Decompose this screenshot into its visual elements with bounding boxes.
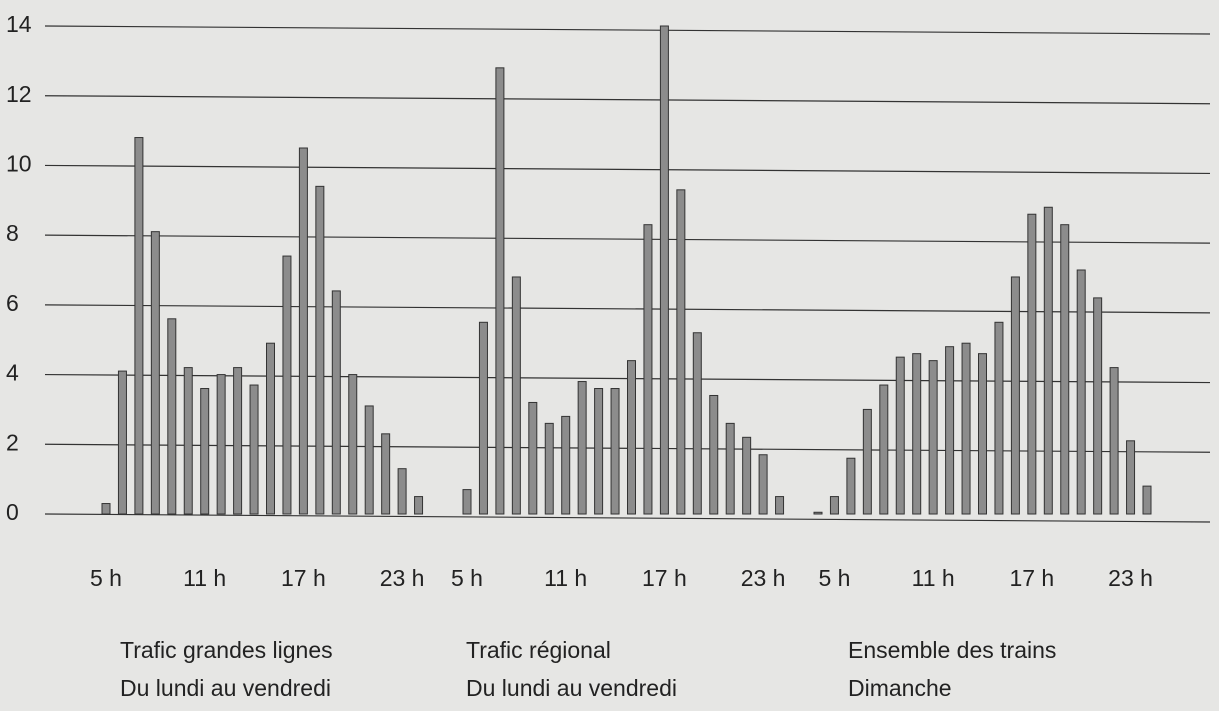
caption: Ensemble des trains [848, 637, 1056, 663]
bar [150, 231, 160, 515]
grid-line [44, 164, 1211, 175]
bar [758, 454, 768, 515]
caption: Du lundi au vendredi [466, 675, 677, 701]
bar [829, 496, 839, 515]
x-tick-label: 11 h [912, 565, 955, 591]
bar [117, 370, 127, 515]
x-tick-label: 17 h [1009, 565, 1054, 591]
bar [249, 384, 259, 515]
x-tick-label: 11 h [544, 565, 587, 591]
bar [216, 374, 226, 515]
caption: Trafic grandes lignes [120, 637, 333, 663]
bar [692, 332, 702, 515]
bar [846, 457, 856, 515]
y-tick-label: 6 [6, 290, 19, 316]
caption: Dimanche [848, 675, 952, 701]
bar [912, 353, 922, 515]
bar [945, 346, 955, 515]
bar [544, 422, 554, 515]
caption: Du lundi au vendredi [120, 675, 331, 701]
bar [1076, 269, 1086, 515]
y-tick-label: 12 [6, 81, 32, 107]
y-tick-label: 8 [6, 220, 19, 246]
y-tick-label: 2 [6, 429, 19, 455]
bar [331, 290, 341, 515]
bar [282, 255, 292, 515]
bar [1043, 206, 1053, 515]
bar [813, 511, 823, 515]
caption: Trafic régional [466, 637, 611, 663]
bar [233, 367, 243, 515]
bar [978, 353, 987, 515]
bar [1126, 440, 1136, 515]
bar [167, 318, 177, 515]
bar [1010, 276, 1020, 515]
bar [610, 388, 620, 515]
bar [561, 415, 571, 515]
x-tick-label: 23 h [380, 565, 425, 591]
bar [594, 388, 604, 515]
bar [134, 137, 144, 515]
bar [381, 433, 391, 515]
y-tick-label: 4 [6, 360, 19, 386]
bar [627, 360, 636, 515]
bar [183, 367, 193, 515]
x-tick-label: 23 h [741, 565, 786, 591]
bar [643, 224, 653, 515]
bar [266, 342, 275, 515]
bar [348, 374, 358, 515]
y-tick-label: 0 [6, 499, 19, 525]
bar [315, 185, 325, 515]
grid-line [44, 95, 1211, 105]
bar [462, 489, 472, 515]
bar [709, 394, 719, 515]
y-tick-label: 14 [6, 11, 32, 37]
bar [495, 67, 505, 515]
x-tick-label: 5 h [451, 565, 483, 591]
bar [961, 342, 971, 515]
bar [928, 360, 938, 515]
bar [1093, 297, 1103, 515]
x-tick-label: 5 h [90, 565, 122, 591]
bar [742, 436, 752, 515]
bar [879, 384, 889, 515]
x-tick-label: 17 h [281, 565, 326, 591]
bar [994, 321, 1004, 515]
bar [775, 496, 785, 515]
grid-line [44, 25, 1211, 35]
bar [511, 276, 521, 515]
bar [298, 147, 308, 515]
bar [659, 25, 669, 515]
bar [725, 422, 735, 515]
bar [528, 401, 538, 515]
bar [862, 408, 872, 515]
x-tick-label: 5 h [818, 565, 850, 591]
bar [676, 189, 686, 515]
bar [1060, 224, 1070, 515]
grid-line [44, 513, 1211, 523]
grid-line [44, 234, 1211, 244]
bar [577, 381, 587, 515]
bar [414, 496, 424, 515]
x-tick-label: 23 h [1108, 565, 1153, 591]
x-tick-label: 17 h [642, 565, 687, 591]
bar [895, 356, 905, 515]
bar [1027, 213, 1037, 515]
bar [1109, 367, 1119, 515]
bar [478, 321, 488, 515]
bar [397, 468, 407, 515]
bar [1142, 485, 1152, 515]
y-tick-label: 10 [6, 151, 32, 177]
bar [101, 503, 111, 515]
bar [364, 405, 374, 515]
x-tick-label: 11 h [183, 565, 226, 591]
bar [200, 388, 210, 515]
